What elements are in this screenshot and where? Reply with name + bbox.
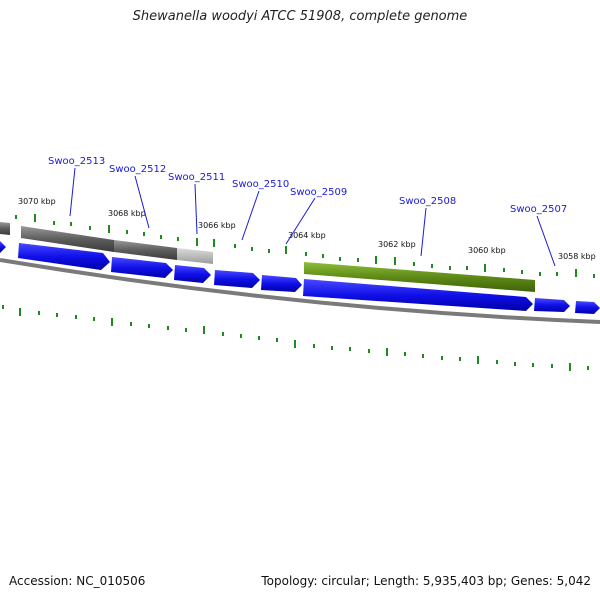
gene-arrow bbox=[575, 301, 600, 314]
gc-segment bbox=[21, 226, 114, 252]
tick-label: 3060 kbp bbox=[468, 246, 506, 255]
gene-arrow bbox=[534, 298, 570, 312]
gc-segment bbox=[0, 222, 10, 235]
leader-line bbox=[69, 167, 76, 217]
gene-label: Swoo_2508 bbox=[399, 196, 456, 207]
gc-segment bbox=[304, 262, 535, 292]
cds-track bbox=[0, 241, 600, 314]
lower-tick-track bbox=[2, 305, 589, 371]
leader-line bbox=[536, 215, 556, 267]
leader-line bbox=[285, 197, 316, 245]
gc-segment bbox=[177, 248, 213, 264]
leader-line bbox=[134, 175, 150, 229]
gene-arrow bbox=[18, 243, 110, 270]
leader-line bbox=[194, 183, 198, 235]
genome-backbone bbox=[0, 258, 600, 324]
gene-arrow bbox=[174, 265, 211, 283]
tick-label: 3070 kbp bbox=[18, 197, 56, 206]
gene-arrow bbox=[0, 241, 6, 253]
tick-label: 3058 kbp bbox=[558, 252, 596, 261]
tick-label: 3064 kbp bbox=[288, 231, 326, 240]
leader-line bbox=[241, 190, 260, 241]
tick-label: 3066 kbp bbox=[198, 221, 236, 230]
upper-tick-track bbox=[15, 214, 595, 278]
gene-label: Swoo_2511 bbox=[168, 172, 225, 183]
gene-label: Swoo_2510 bbox=[232, 179, 289, 190]
gc-segment bbox=[114, 240, 177, 260]
gene-leader-lines bbox=[69, 167, 556, 267]
gene-arrow bbox=[261, 275, 302, 292]
leader-line bbox=[420, 207, 427, 257]
gene-label: Swoo_2512 bbox=[109, 164, 166, 175]
scale-labels: 3070 kbp 3068 kbp 3066 kbp 3064 kbp 3062… bbox=[18, 197, 596, 261]
genome-summary-text: Topology: circular; Length: 5,935,403 bp… bbox=[261, 574, 591, 588]
gene-label: Swoo_2513 bbox=[48, 156, 105, 167]
map-title: Shewanella woodyi ATCC 51908, complete g… bbox=[132, 9, 468, 24]
gene-labels: Swoo_2513 Swoo_2512 Swoo_2511 Swoo_2510 … bbox=[48, 156, 567, 215]
gene-arrow bbox=[303, 279, 533, 311]
tick-label: 3062 kbp bbox=[378, 240, 416, 249]
gene-label: Swoo_2509 bbox=[290, 187, 347, 198]
gc-content-track bbox=[0, 222, 535, 292]
accession-text: Accession: NC_010506 bbox=[9, 574, 146, 588]
gene-arrow bbox=[214, 270, 260, 288]
gene-label: Swoo_2507 bbox=[510, 204, 567, 215]
gene-arrow bbox=[111, 257, 173, 278]
tick-label: 3068 kbp bbox=[108, 209, 146, 218]
